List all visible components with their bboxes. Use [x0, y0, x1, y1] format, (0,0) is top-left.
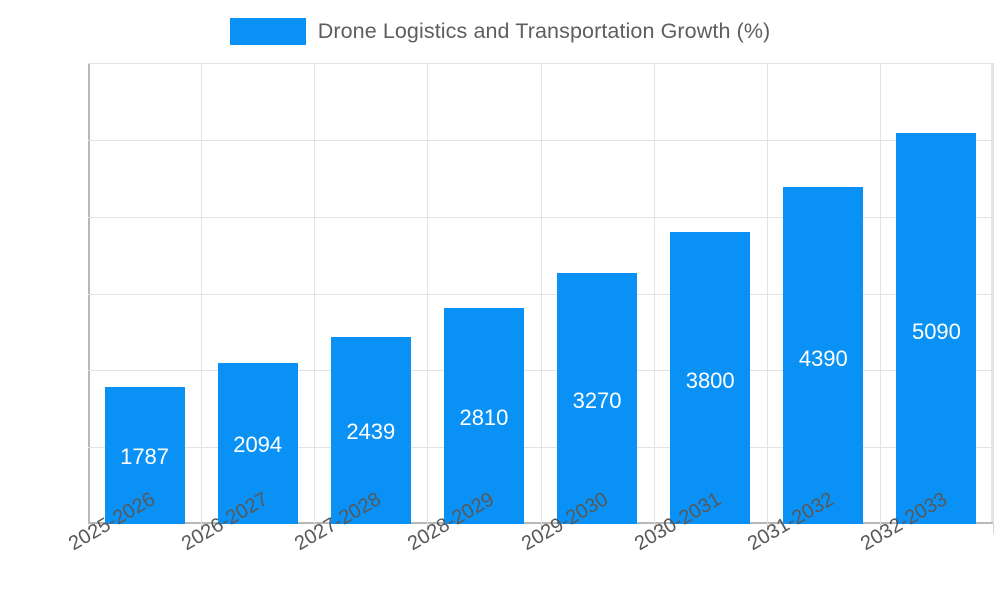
bar-group: 4390: [767, 63, 880, 524]
gridline-vertical: [201, 63, 202, 524]
bar[interactable]: [330, 336, 411, 524]
chart-legend: Drone Logistics and Transportation Growt…: [0, 14, 1000, 48]
gridline-horizontal: [88, 216, 993, 218]
bar[interactable]: [217, 363, 298, 524]
bar-group: 1787: [88, 63, 201, 524]
gridline-vertical: [314, 63, 315, 524]
bar[interactable]: [443, 308, 524, 524]
gridline-vertical: [541, 63, 542, 524]
x-axis-tick-mark: [654, 524, 655, 534]
gridline-horizontal: [88, 370, 993, 372]
bar-group: 2810: [427, 63, 540, 524]
gridline-vertical: [880, 63, 881, 524]
bar[interactable]: [670, 232, 751, 524]
bar[interactable]: [104, 386, 185, 524]
gridline-vertical: [427, 63, 428, 524]
bar-group: 2094: [201, 63, 314, 524]
bar[interactable]: [557, 272, 638, 524]
gridline-horizontal: [88, 293, 993, 295]
gridline-vertical: [993, 63, 994, 524]
bar-series: 1787 2094 2439 2810 3270 3800 4390 5090: [88, 63, 993, 524]
bar-group: 2439: [314, 63, 427, 524]
x-axis-line: [88, 522, 993, 524]
bar[interactable]: [783, 186, 864, 524]
gridline-horizontal: [88, 63, 993, 64]
x-axis-tick-mark: [201, 524, 202, 534]
bar-group: 5090: [880, 63, 993, 524]
bar[interactable]: [896, 132, 977, 524]
legend-label: Drone Logistics and Transportation Growt…: [317, 18, 771, 43]
gridline-horizontal: [88, 139, 993, 141]
legend-color-swatch: [229, 17, 306, 45]
gridline-vertical: [654, 63, 655, 524]
legend-item-series-1[interactable]: Drone Logistics and Transportation Growt…: [229, 17, 771, 45]
bar-group: 3270: [541, 63, 654, 524]
bar-group: 3800: [654, 63, 767, 524]
x-axis-tick-mark: [427, 524, 428, 534]
x-axis-tick-mark: [541, 524, 542, 534]
x-axis-tick-mark: [993, 524, 994, 534]
x-axis-tick-mark: [880, 524, 881, 534]
plot-area: 0100020003000400050006000 17872094243928…: [65, 63, 994, 555]
x-axis-tick-mark: [767, 524, 768, 534]
gridline-horizontal: [88, 447, 993, 449]
x-axis-tick-mark: [314, 524, 315, 534]
gridline-vertical: [767, 63, 768, 524]
